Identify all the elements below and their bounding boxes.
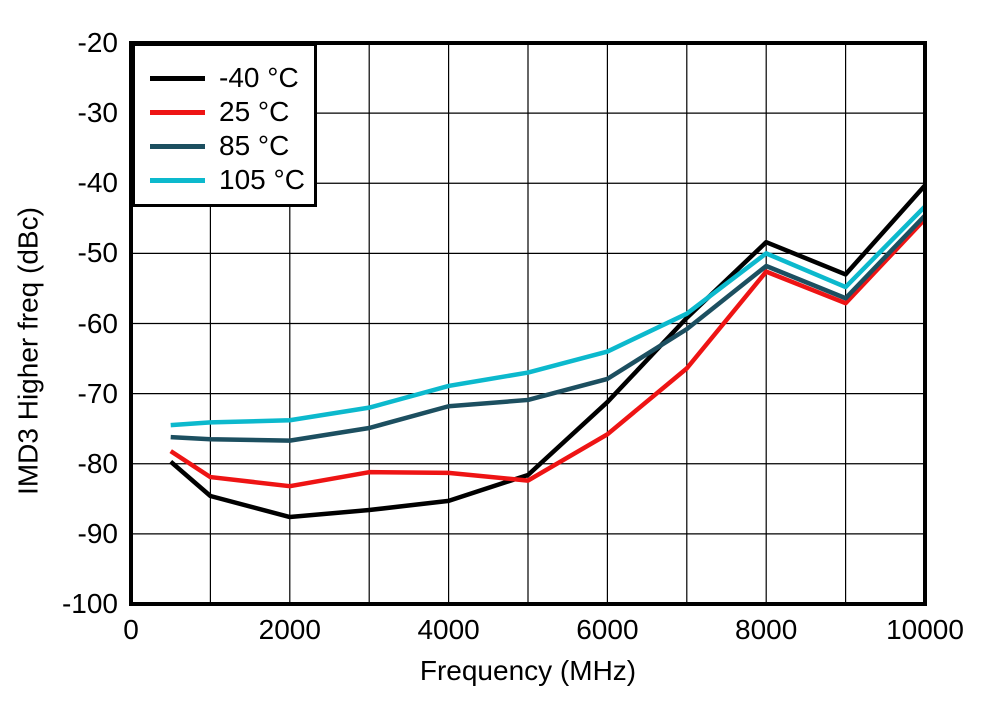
series-line--40C: [169, 183, 927, 520]
line-swatch-icon: [150, 143, 205, 149]
x-tick-label: 8000: [735, 614, 798, 645]
line-swatch-icon: [150, 109, 205, 115]
line-swatch-icon: [150, 177, 205, 183]
x-tick-label: 0: [123, 614, 139, 645]
y-tick-label: -20: [77, 27, 118, 58]
legend: -40 °C 25 °C 85 °C 105 °C: [132, 43, 317, 207]
series-line-85C: [170, 213, 927, 443]
y-tick-label: -80: [77, 447, 118, 479]
y-tick-label: -90: [77, 517, 118, 549]
y-tick-label: -50: [77, 237, 118, 269]
series-line-105C: [170, 204, 927, 428]
legend-label: 105 °C: [219, 164, 305, 195]
legend-item: -40 °C: [135, 61, 314, 95]
y-tick-label: -70: [77, 377, 118, 409]
x-tick-label: 2000: [258, 614, 321, 645]
x-tick-label: 6000: [576, 614, 639, 645]
legend-item: 105 °C: [135, 163, 314, 197]
legend-item: 85 °C: [135, 129, 314, 163]
x-tick-label: 10000: [886, 614, 964, 645]
legend-item: 25 °C: [135, 95, 314, 129]
line-swatch-icon: [150, 75, 205, 81]
legend-label: -40 °C: [219, 62, 299, 93]
y-tick-label: -40: [77, 167, 118, 199]
series-line-25C: [169, 217, 927, 489]
legend-label: 85 °C: [219, 130, 290, 161]
plot-frame: [129, 41, 927, 606]
legend-label: 25 °C: [219, 96, 290, 127]
y-tick-label: -60: [77, 307, 118, 339]
y-tick-label: -100: [61, 588, 118, 619]
x-axis-title: Frequency (MHz): [419, 655, 637, 686]
y-tick-label: -30: [77, 97, 118, 129]
x-tick-label: 4000: [417, 614, 480, 645]
